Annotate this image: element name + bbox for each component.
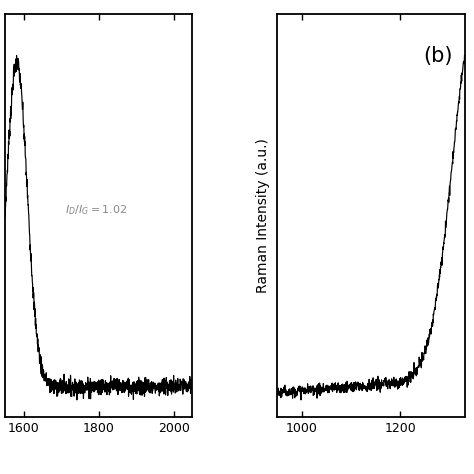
Y-axis label: Raman Intensity (a.u.): Raman Intensity (a.u.)	[256, 138, 270, 293]
Text: (b): (b)	[423, 46, 453, 66]
Text: $I_D/I_G=1.02$: $I_D/I_G=1.02$	[65, 204, 127, 218]
